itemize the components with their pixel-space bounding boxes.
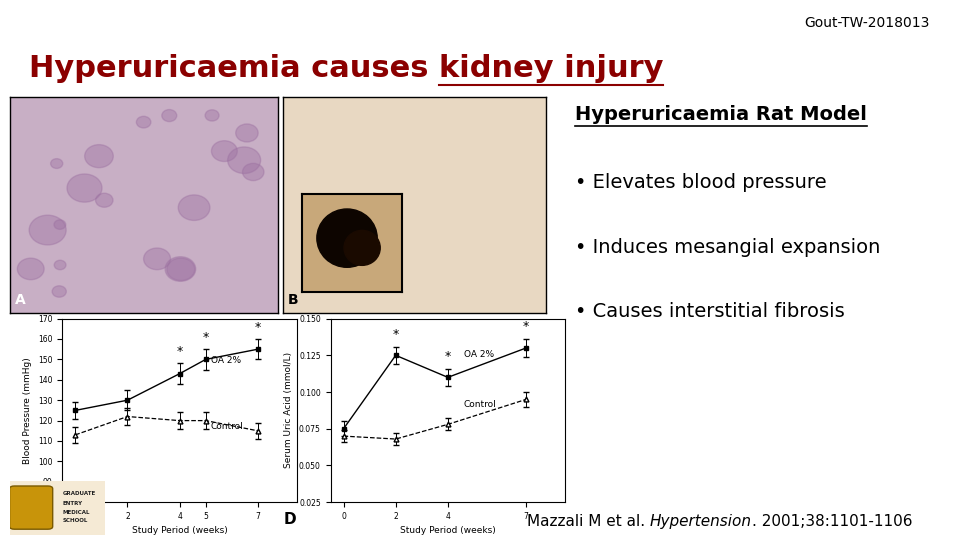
Text: SCHOOL: SCHOOL	[62, 518, 87, 523]
Circle shape	[225, 131, 247, 149]
Circle shape	[95, 126, 108, 138]
Text: • Elevates blood pressure: • Elevates blood pressure	[575, 173, 827, 192]
Circle shape	[195, 110, 229, 137]
Text: *: *	[523, 320, 529, 333]
Circle shape	[179, 110, 195, 124]
Text: Hyperuricaemia Rat Model: Hyperuricaemia Rat Model	[575, 105, 867, 124]
Text: *: *	[255, 321, 261, 334]
Circle shape	[150, 150, 188, 180]
Text: D: D	[284, 512, 296, 527]
Text: Hyperuricaemia causes: Hyperuricaemia causes	[29, 54, 439, 83]
Text: *: *	[176, 346, 183, 359]
Text: Mazzali M et al.: Mazzali M et al.	[527, 514, 650, 529]
Text: MEDICAL: MEDICAL	[62, 510, 90, 515]
Text: *: *	[445, 350, 451, 363]
Y-axis label: Blood Pressure (mmHg): Blood Pressure (mmHg)	[24, 357, 33, 464]
Text: *: *	[202, 331, 209, 344]
Circle shape	[58, 129, 81, 148]
Text: • Induces mesangial expansion: • Induces mesangial expansion	[575, 238, 880, 256]
Text: OA 2%: OA 2%	[464, 350, 493, 359]
Circle shape	[317, 209, 377, 267]
X-axis label: Study Period (weeks): Study Period (weeks)	[132, 526, 227, 536]
Circle shape	[43, 260, 65, 276]
Text: Gout-TW-2018013: Gout-TW-2018013	[804, 16, 929, 30]
Text: kidney injury: kidney injury	[439, 54, 663, 83]
Text: Hypertension: Hypertension	[650, 514, 752, 529]
Text: GRADUATE: GRADUATE	[62, 491, 96, 496]
Circle shape	[184, 96, 214, 120]
Circle shape	[224, 143, 259, 171]
Text: Control: Control	[464, 400, 496, 409]
FancyBboxPatch shape	[10, 486, 53, 529]
Circle shape	[121, 113, 139, 129]
X-axis label: Study Period (weeks): Study Period (weeks)	[400, 526, 495, 536]
Text: B: B	[287, 293, 299, 307]
Circle shape	[97, 147, 123, 169]
Circle shape	[171, 180, 194, 198]
Text: C: C	[15, 512, 27, 527]
Circle shape	[193, 111, 210, 125]
Circle shape	[27, 213, 57, 238]
Text: *: *	[393, 328, 399, 341]
Text: ENTRY: ENTRY	[62, 501, 82, 505]
Y-axis label: Serum Uric Acid (mmol/L): Serum Uric Acid (mmol/L)	[285, 352, 293, 469]
Circle shape	[61, 100, 92, 125]
Text: Control: Control	[211, 422, 243, 431]
Circle shape	[344, 231, 380, 265]
Text: OA 2%: OA 2%	[211, 356, 241, 366]
Text: . 2001;38:1101-1106: . 2001;38:1101-1106	[752, 514, 912, 529]
Circle shape	[35, 292, 60, 312]
Text: A: A	[15, 293, 26, 307]
Circle shape	[138, 187, 166, 209]
Text: • Causes interstitial fibrosis: • Causes interstitial fibrosis	[575, 302, 845, 321]
Circle shape	[244, 139, 272, 161]
Circle shape	[150, 272, 182, 298]
Circle shape	[192, 204, 223, 229]
